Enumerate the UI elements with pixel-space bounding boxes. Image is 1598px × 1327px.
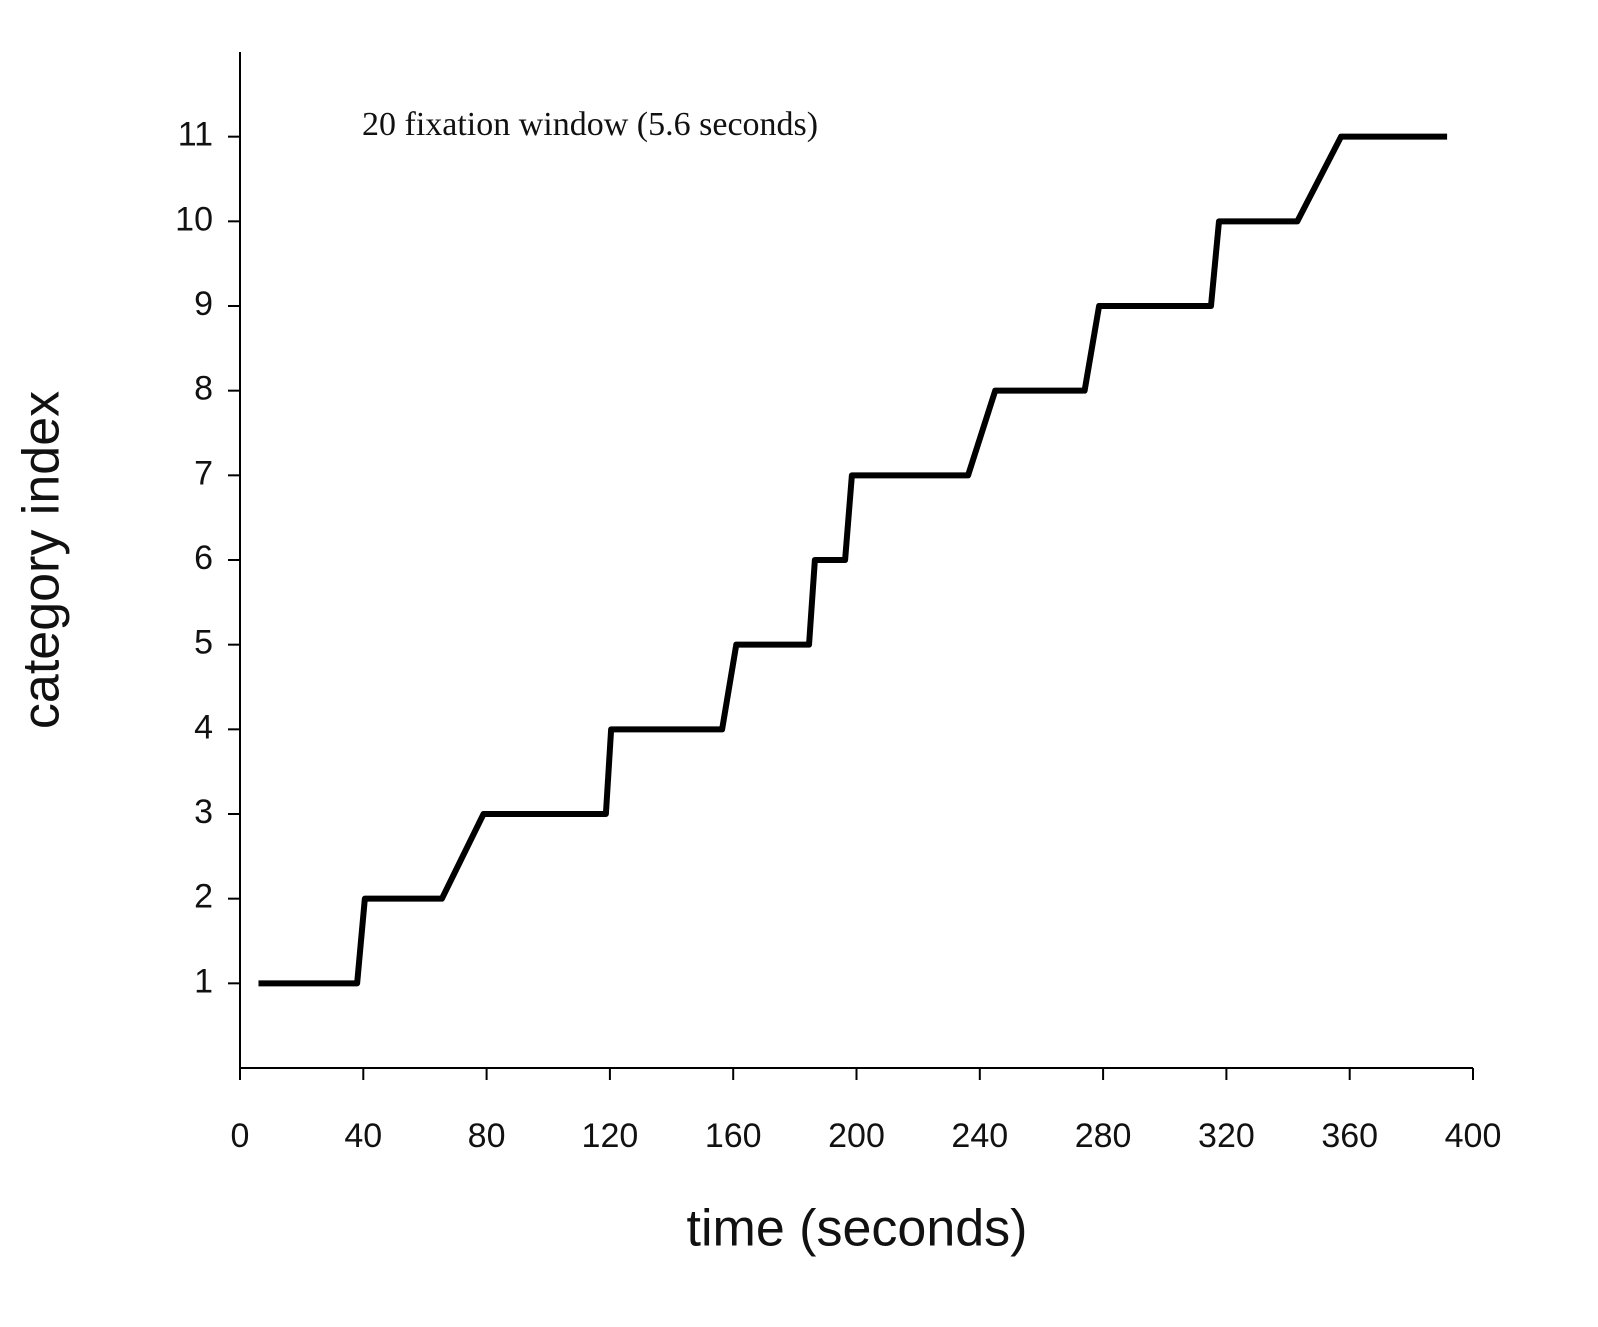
y-tick-label: 11 [178, 116, 213, 154]
y-tick-label: 5 [194, 624, 213, 662]
x-tick-label: 360 [1321, 1117, 1378, 1155]
y-tick-label: 7 [194, 454, 213, 492]
x-tick-label: 200 [828, 1117, 885, 1155]
data-line [258, 133, 1448, 987]
x-tick-label: 240 [951, 1117, 1008, 1155]
y-tick-label: 8 [194, 370, 213, 408]
y-tick-label: 2 [194, 878, 213, 916]
y-tick-label: 6 [194, 539, 213, 577]
x-tick-label: 400 [1445, 1117, 1502, 1155]
y-tick-label: 10 [175, 200, 213, 238]
x-tick-label: 0 [231, 1117, 250, 1155]
y-axis-label: category index [13, 391, 71, 729]
y-tick-label: 9 [194, 285, 213, 323]
y-tick-label: 4 [194, 708, 213, 746]
x-tick-label: 320 [1198, 1117, 1255, 1155]
x-tick-label: 280 [1075, 1117, 1132, 1155]
x-tick-label: 120 [582, 1117, 639, 1155]
x-tick-label: 160 [705, 1117, 762, 1155]
x-tick-label: 40 [344, 1117, 382, 1155]
x-axis-label: time (seconds) [687, 1200, 1028, 1258]
y-tick-label: 3 [194, 793, 213, 831]
x-tick-label: 80 [468, 1117, 506, 1155]
annotation: 20 fixation window (5.6 seconds) [362, 106, 818, 143]
y-tick-label: 1 [194, 962, 213, 1000]
